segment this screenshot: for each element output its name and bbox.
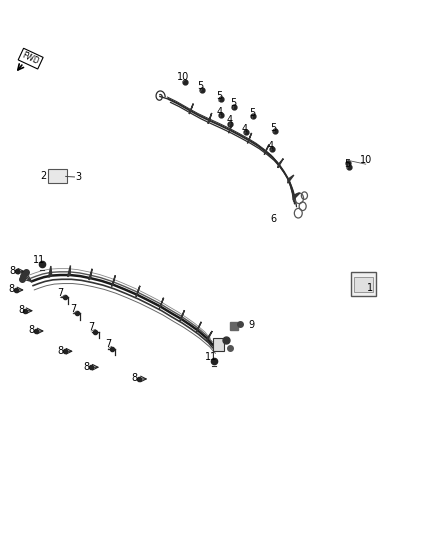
Text: 10: 10 xyxy=(360,155,372,165)
Polygon shape xyxy=(278,159,283,168)
Text: 5: 5 xyxy=(198,82,204,91)
Polygon shape xyxy=(208,113,212,124)
Text: 8: 8 xyxy=(28,326,35,335)
Text: 5: 5 xyxy=(344,159,350,168)
Text: 8: 8 xyxy=(132,374,138,383)
Polygon shape xyxy=(264,144,269,155)
Text: 9: 9 xyxy=(248,320,254,330)
Text: FWD: FWD xyxy=(21,51,41,67)
Polygon shape xyxy=(197,322,201,332)
Text: 4: 4 xyxy=(268,141,274,151)
Text: 6: 6 xyxy=(270,214,276,223)
Text: 3: 3 xyxy=(75,172,81,182)
Text: 4: 4 xyxy=(226,116,233,125)
Polygon shape xyxy=(112,276,115,286)
Polygon shape xyxy=(189,103,193,114)
FancyBboxPatch shape xyxy=(351,272,376,296)
Text: 2: 2 xyxy=(40,171,46,181)
Polygon shape xyxy=(159,298,164,309)
Text: 1: 1 xyxy=(367,283,373,293)
Text: 8: 8 xyxy=(8,285,14,294)
Polygon shape xyxy=(207,331,212,341)
Text: 7: 7 xyxy=(106,339,112,349)
Text: 7: 7 xyxy=(71,304,77,314)
Polygon shape xyxy=(229,123,233,133)
Text: 4: 4 xyxy=(217,107,223,117)
Text: 11: 11 xyxy=(33,255,46,265)
Polygon shape xyxy=(67,265,71,277)
Text: 5: 5 xyxy=(249,108,255,118)
Polygon shape xyxy=(293,193,300,200)
Polygon shape xyxy=(89,269,92,280)
Text: 5: 5 xyxy=(216,91,222,101)
Text: 8: 8 xyxy=(57,346,64,356)
Polygon shape xyxy=(288,175,294,183)
Text: 5: 5 xyxy=(271,123,277,133)
Polygon shape xyxy=(180,310,184,321)
Text: 8: 8 xyxy=(18,305,24,315)
Text: 8: 8 xyxy=(84,362,90,372)
Text: 4: 4 xyxy=(241,124,247,134)
Text: 7: 7 xyxy=(88,322,94,332)
Text: 8: 8 xyxy=(9,266,15,276)
Text: 10: 10 xyxy=(177,72,189,82)
Polygon shape xyxy=(136,286,140,297)
Polygon shape xyxy=(49,266,52,277)
FancyBboxPatch shape xyxy=(48,169,67,183)
FancyBboxPatch shape xyxy=(354,277,373,292)
Text: 5: 5 xyxy=(230,99,236,108)
FancyBboxPatch shape xyxy=(213,338,224,351)
Text: 11: 11 xyxy=(205,352,217,362)
Polygon shape xyxy=(247,133,251,143)
Text: 7: 7 xyxy=(57,288,64,298)
